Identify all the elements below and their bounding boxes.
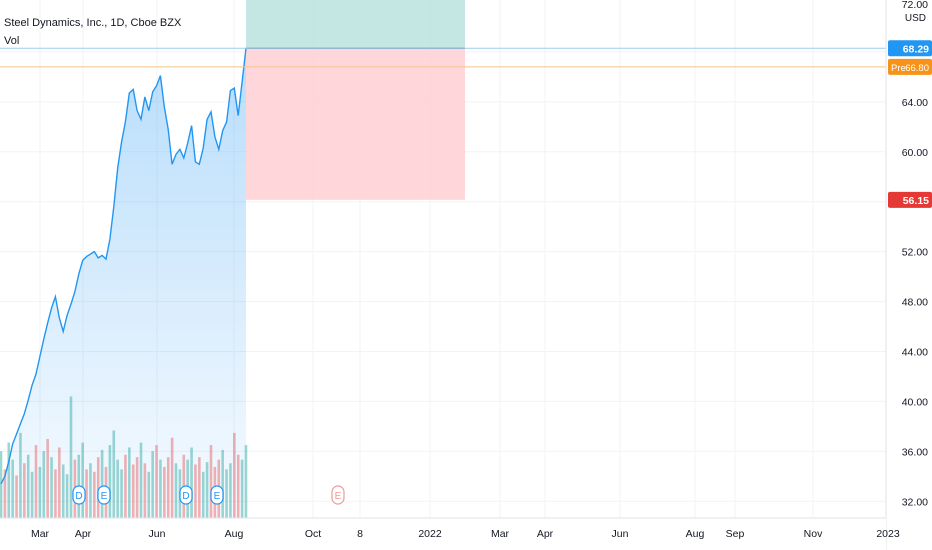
time-tick-label: 8 (357, 528, 363, 540)
time-scale-bg (0, 518, 886, 550)
price-tick-label: 36.00 (902, 446, 928, 458)
stop-level-badge-text: 56.15 (903, 195, 929, 207)
price-tick-label: 48.00 (902, 297, 928, 309)
time-tick-label: Nov (804, 528, 823, 540)
price-area (0, 48, 247, 518)
symbol-title[interactable]: Steel Dynamics, Inc., 1D, Cboe BZX (4, 17, 182, 29)
marker-label: E (335, 491, 342, 502)
marker-outline (179, 485, 193, 505)
stop-zone (246, 48, 465, 200)
price-scale[interactable]: 32.0036.0040.0044.0048.0052.0056.0060.00… (885, 0, 932, 550)
price-area-fill (1, 48, 246, 518)
time-tick-label: Mar (31, 528, 50, 540)
dividend-marker: D (179, 485, 193, 505)
price-badges: 68.29 56.15 Pre 66.80 (888, 40, 932, 208)
price-tick-label: 44.00 (902, 346, 928, 358)
marker-outline (72, 485, 86, 505)
time-tick-label: 2023 (876, 528, 900, 540)
earnings-marker: E (97, 485, 111, 505)
time-tick-label: Apr (75, 528, 92, 540)
marker-outline (97, 485, 111, 505)
time-tick-label: Mar (491, 528, 510, 540)
marker-label: E (214, 491, 221, 502)
stop-level-badge: 56.15 (888, 191, 932, 208)
time-tick-label: Aug (225, 528, 244, 540)
earnings-marker: E (331, 485, 345, 505)
price-line (0, 48, 247, 485)
chart-legend: Steel Dynamics, Inc., 1D, Cboe BZX Vol (4, 14, 181, 50)
marker-label: E (101, 491, 108, 502)
marker-label: D (182, 491, 189, 502)
marker-outline (331, 485, 345, 505)
price-tick-label: 60.00 (902, 147, 928, 159)
price-scale-bg (886, 0, 932, 550)
pre-market-badge: Pre 66.80 (888, 58, 932, 75)
time-tick-label: Jun (149, 528, 166, 540)
price-tick-label: 52.00 (902, 247, 928, 259)
target-zone (246, 0, 465, 49)
pre-market-badge-bg (888, 58, 932, 75)
time-scale[interactable]: Mar Apr Jun Aug Oct 8 2022 Mar Apr Jun Aug Sep Nov 20… (0, 517, 900, 550)
price-lines (0, 47, 886, 68)
price-tick-label: 72.00 (902, 0, 928, 11)
time-tick-label: Apr (537, 528, 554, 540)
time-tick-label: 2022 (418, 528, 442, 540)
pre-market-badge-label: Pre (891, 63, 906, 74)
time-tick-label: Sep (726, 528, 745, 540)
time-tick-label: Aug (686, 528, 705, 540)
last-price-badge-text: 68.29 (903, 43, 929, 55)
marker-outline (210, 485, 224, 505)
marker-label: D (75, 491, 82, 502)
earnings-marker: E (210, 485, 224, 505)
volume-label[interactable]: Vol (4, 35, 20, 47)
price-tick-label: 64.00 (902, 97, 928, 109)
price-tick-label: 40.00 (902, 396, 928, 408)
position-zones (246, 0, 465, 200)
time-tick-label: Oct (305, 528, 321, 540)
dividend-marker: D (72, 485, 86, 505)
pre-market-badge-value: 66.80 (905, 63, 929, 74)
stop-level-badge-bg (888, 191, 932, 208)
price-tick-label: 32.00 (902, 496, 928, 508)
time-tick-label: Jun (612, 528, 629, 540)
last-price-badge-bg (888, 40, 932, 57)
last-price-badge: 68.29 (888, 40, 932, 57)
currency-label: USD (905, 13, 926, 24)
